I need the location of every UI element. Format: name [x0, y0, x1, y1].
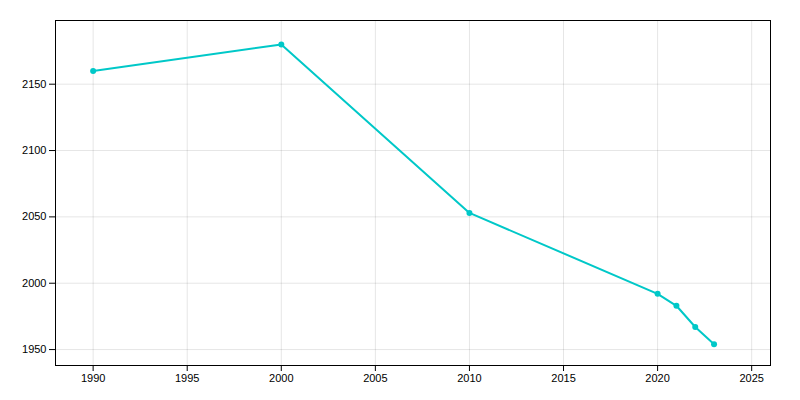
svg-text:2020: 2020 — [645, 372, 669, 384]
svg-text:1950: 1950 — [22, 343, 46, 355]
svg-text:2050: 2050 — [22, 210, 46, 222]
svg-text:2025: 2025 — [739, 372, 763, 384]
svg-text:2100: 2100 — [22, 144, 46, 156]
svg-text:1990: 1990 — [81, 372, 105, 384]
svg-text:1995: 1995 — [175, 372, 199, 384]
svg-text:2000: 2000 — [22, 277, 46, 289]
svg-text:2015: 2015 — [551, 372, 575, 384]
svg-text:2005: 2005 — [363, 372, 387, 384]
svg-text:2010: 2010 — [457, 372, 481, 384]
svg-text:2150: 2150 — [22, 78, 46, 90]
svg-text:2000: 2000 — [269, 372, 293, 384]
